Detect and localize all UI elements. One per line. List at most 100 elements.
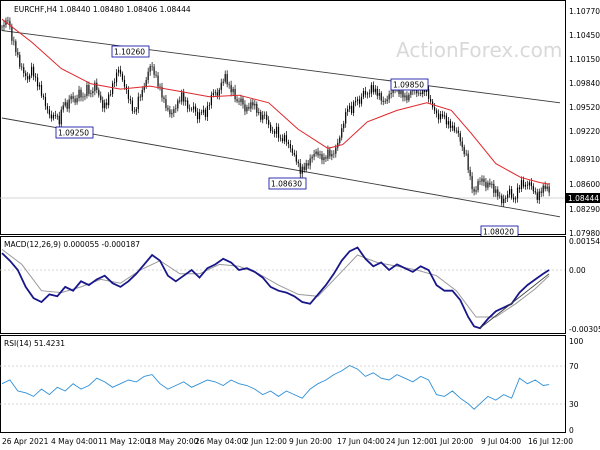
candle-body — [362, 90, 365, 97]
candle-body — [530, 182, 532, 187]
candle-body — [301, 166, 303, 174]
candle-body — [153, 66, 155, 75]
candle-body — [54, 114, 56, 116]
candle-body — [398, 86, 400, 95]
candle-body — [487, 182, 489, 188]
macd-trendline — [479, 273, 550, 329]
candle-body — [378, 93, 380, 96]
candle-body — [123, 79, 126, 87]
candle-body — [66, 102, 68, 109]
rsi-tick-label: 70 — [569, 362, 579, 371]
candle-body — [285, 135, 288, 143]
candle-body — [104, 102, 106, 109]
candle-body — [503, 198, 505, 204]
candle-body — [307, 163, 309, 166]
candle-body — [232, 88, 234, 93]
candle-body — [48, 109, 51, 115]
candle-body — [455, 130, 457, 132]
candle-body — [60, 109, 62, 125]
candle-body — [451, 125, 453, 128]
candle-body — [289, 143, 291, 149]
candle-body — [112, 83, 114, 95]
macd-label: MACD(12,26,9) 0.000055 -0.000187 — [4, 240, 140, 249]
candle-body — [250, 102, 252, 109]
candle-body — [457, 130, 459, 134]
candle-body — [481, 178, 483, 182]
candle-body — [110, 94, 112, 95]
y-tick-label: 1.08910 — [569, 155, 600, 164]
candle-body — [76, 98, 78, 103]
x-tick-label: 9 Jun 20:00 — [289, 437, 332, 446]
candle-body — [418, 92, 420, 94]
candle-body — [220, 82, 222, 90]
candle-body — [214, 92, 216, 93]
candle-body — [368, 93, 370, 95]
candle-body — [191, 108, 193, 110]
candle-body — [234, 88, 236, 100]
current-price-tag: 1.08444 — [566, 193, 600, 203]
candle-body — [204, 109, 207, 117]
candle-body — [463, 147, 465, 155]
candle-body — [68, 99, 70, 109]
candle-body — [145, 80, 147, 87]
candle-body — [242, 98, 244, 105]
candle-body — [374, 88, 376, 93]
candle-body — [15, 41, 17, 53]
candle-body — [252, 102, 254, 106]
candle-body — [198, 112, 201, 120]
rsi-line — [1, 364, 550, 410]
candle-body — [327, 149, 329, 159]
candle-body — [113, 82, 116, 84]
candle-body — [372, 85, 374, 93]
annotation-label: 1.10260 — [114, 48, 145, 57]
candle-body — [339, 137, 341, 143]
candle-body — [1, 26, 3, 28]
candle-body — [96, 82, 98, 90]
candle-body — [196, 111, 199, 120]
candle-body — [325, 157, 327, 159]
y-tick-label: 1.09840 — [569, 79, 600, 88]
candle-body — [408, 94, 410, 101]
candle-body — [167, 107, 169, 110]
candle-body — [74, 98, 76, 103]
annotations: 1.10260 1.09250 1.08630 1.09850 1.08020 — [55, 45, 519, 238]
candle-body — [305, 163, 307, 170]
candle-body — [275, 126, 278, 134]
candle-body — [376, 88, 378, 96]
annotation-label: 1.08630 — [271, 180, 302, 189]
candle-body — [297, 161, 299, 164]
candle-body — [31, 66, 33, 76]
candle-body — [426, 89, 428, 93]
candle-body — [319, 154, 321, 156]
rsi-label: RSI(14) 51.4231 — [4, 339, 65, 348]
candle-body — [228, 84, 230, 85]
candle-body — [98, 89, 100, 96]
candle-body — [200, 112, 203, 114]
candle-body — [268, 120, 270, 125]
candle-body — [169, 109, 171, 115]
main-y-axis: 1.10770 1.10450 1.10150 1.09840 1.09520 … — [569, 7, 600, 238]
candle-body — [185, 100, 187, 102]
rsi-panel-frame — [0, 335, 566, 433]
x-tick-label: 16 Jul 12:00 — [528, 437, 573, 446]
candle-body — [495, 189, 497, 193]
candle-body — [25, 73, 27, 77]
candle-body — [382, 100, 384, 102]
candle-body — [72, 96, 74, 99]
candle-body — [92, 91, 94, 94]
candle-body — [497, 189, 499, 197]
annotation-label: 1.08020 — [483, 228, 514, 237]
x-tick-label: 26 Apr 2021 — [2, 437, 49, 446]
candle-body — [437, 113, 440, 120]
candle-body — [479, 181, 481, 182]
candle-body — [84, 95, 86, 97]
candle-body — [157, 75, 159, 87]
macd-panel: MACD(12,26,9) 0.000055 -0.000187 0.00154… — [0, 236, 600, 334]
candle-body — [358, 99, 361, 104]
candle-body — [467, 153, 469, 170]
candle-body — [341, 128, 343, 138]
candle-body — [94, 82, 96, 92]
candle-body — [13, 40, 15, 42]
candle-body — [351, 105, 353, 114]
